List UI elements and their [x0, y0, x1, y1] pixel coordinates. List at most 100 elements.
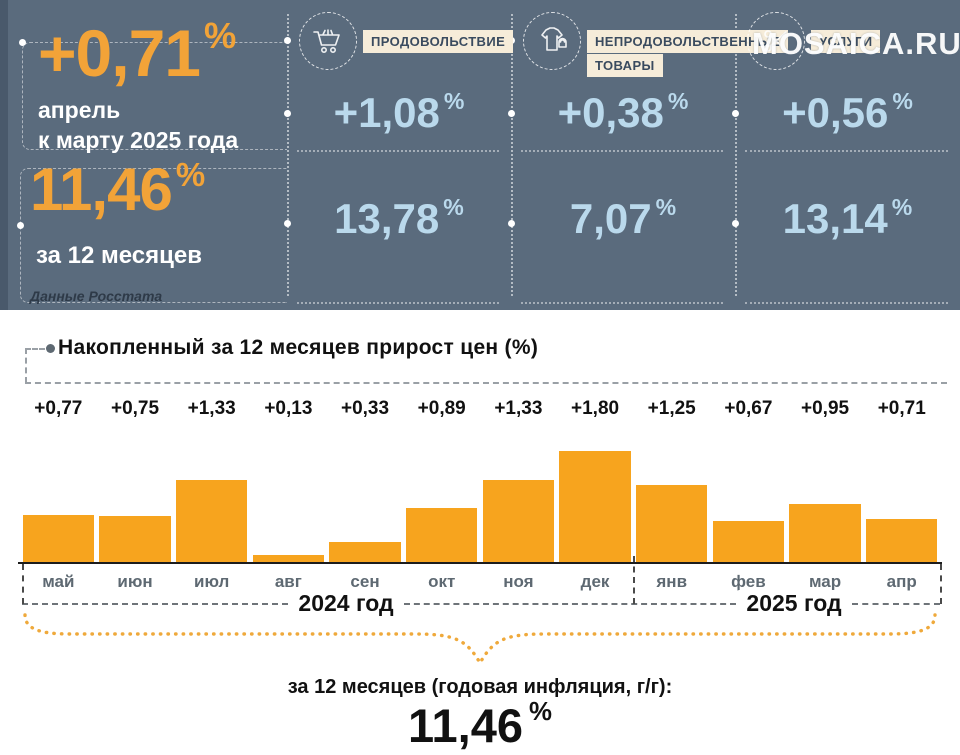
- dash-dot: [284, 110, 291, 117]
- bar: [405, 507, 478, 563]
- chart-title: Накопленный за 12 месяцев прирост цен (%…: [58, 336, 539, 359]
- dash-dot: [508, 220, 515, 227]
- dashed-underline: [297, 150, 499, 152]
- dash-dot: [17, 222, 24, 229]
- dash-dot: [732, 110, 739, 117]
- annual-inflation-value: 11,46%: [30, 158, 205, 220]
- category-month-value: +0,38%: [557, 88, 689, 136]
- category-month-value: +0,56%: [782, 88, 913, 136]
- annual-inflation-total: 11,46%: [407, 698, 552, 752]
- month-inflation-value: +0,71%: [38, 17, 236, 86]
- year-dash-line: [852, 603, 940, 605]
- data-source-note: Данные Росстата: [30, 288, 163, 304]
- bar-value-label: +1,80: [571, 398, 620, 419]
- bar: [865, 518, 938, 563]
- bar-value-label: +0,75: [110, 398, 160, 419]
- month-label: фев: [731, 572, 766, 591]
- bar-value-label: +0,89: [417, 398, 466, 419]
- x-axis: [18, 562, 942, 564]
- year-divider-tick: [633, 556, 635, 604]
- month-inflation-number: +0,71: [38, 16, 201, 90]
- month-label: ноя: [503, 572, 534, 591]
- category-badge: ПРОДОВОЛЬСТВИЕ: [363, 30, 514, 54]
- dashed-underline: [521, 302, 723, 304]
- month-labels: май июн июл авг сен окт ноя дек янв фев мар апр: [20, 572, 940, 592]
- year-dash-line: [22, 603, 288, 605]
- dash-dot: [508, 110, 515, 117]
- bar: [635, 485, 708, 563]
- bar-value-label: +0,67: [724, 398, 773, 419]
- category-month-value: +1,08%: [333, 88, 465, 136]
- bar: [22, 515, 95, 563]
- bar: [175, 480, 248, 563]
- dash-dot: [284, 37, 291, 44]
- dashed-underline: [745, 150, 948, 152]
- title-dash: [25, 348, 27, 383]
- dashed-underline: [521, 150, 723, 152]
- dash-dot: [19, 39, 26, 46]
- bar: [329, 542, 401, 563]
- percent-sign: %: [892, 88, 913, 114]
- bar: [99, 516, 171, 563]
- bar-value-label: +0,95: [801, 398, 850, 419]
- title-dash: [25, 348, 45, 350]
- column-separator: [735, 14, 737, 296]
- category-badge: УСЛУГИ: [811, 30, 881, 54]
- dashed-underline: [297, 302, 499, 304]
- left-accent-strip: [0, 0, 8, 310]
- month-label: дек: [580, 572, 610, 591]
- bar-value-label: +1,33: [187, 398, 236, 419]
- year-dash-line: [404, 603, 736, 605]
- annual-inflation-number: 11,46: [30, 156, 173, 223]
- column-separator: [287, 14, 289, 296]
- annual-inflation-label: за 12 месяцев: [36, 242, 202, 269]
- annual-inflation-caption: за 12 месяцев (годовая инфляция, г/г):: [287, 676, 673, 698]
- bar-value-label: +1,33: [494, 398, 543, 419]
- chart-section: Накопленный за 12 месяцев прирост цен (%…: [0, 310, 960, 755]
- month-label: янв: [656, 572, 688, 591]
- month-label: авг: [274, 572, 302, 591]
- bar-value-label: +0,13: [264, 398, 313, 419]
- percent-sign: %: [443, 194, 464, 220]
- title-dash: [25, 382, 947, 384]
- scissors-icon: [747, 12, 805, 70]
- category-column-nonfood: НЕПРОДОВОЛЬСТВЕННЫЕ ТОВАРЫ +0,38% 7,07%: [511, 0, 789, 310]
- percent-sign: %: [443, 88, 465, 114]
- bar-plot: [20, 433, 940, 563]
- month-label: июл: [194, 572, 230, 591]
- bar: [252, 554, 325, 563]
- curly-brace: [23, 613, 937, 667]
- category-badge: НЕПРОДОВОЛЬСТВЕННЫЕ ТОВАРЫ: [587, 30, 789, 78]
- dash-dot: [732, 220, 739, 227]
- annual-dash-frame: [20, 168, 287, 303]
- period-dash-frame: [22, 42, 287, 150]
- site-watermark: MOSAICA.RU: [752, 26, 960, 61]
- bar: [712, 521, 785, 563]
- month-label: апр: [886, 572, 917, 591]
- percent-sign: %: [891, 194, 913, 220]
- year-label-2025: 2025 год: [738, 590, 850, 617]
- header-panel: +0,71% апрель к марту 2025 года 11,46% з…: [0, 0, 960, 310]
- year-tick: [940, 564, 942, 604]
- bar: [559, 451, 631, 563]
- category-year-value: 13,78%: [334, 194, 464, 242]
- percent-sign: %: [667, 88, 689, 114]
- category-year-value: 13,14%: [782, 194, 913, 242]
- percent-sign: %: [655, 194, 677, 220]
- month-label: окт: [428, 572, 456, 591]
- month-label: май: [42, 572, 75, 591]
- clothes-icon: [523, 12, 581, 70]
- category-year-value: 7,07%: [569, 194, 677, 242]
- bar: [789, 503, 861, 563]
- cart-icon: [299, 12, 357, 70]
- percent-sign: %: [204, 15, 237, 56]
- month-label: мар: [808, 572, 842, 591]
- month-label: июн: [117, 572, 153, 591]
- bar-value-label: +0,71: [877, 398, 926, 419]
- bar-value-label: +1,25: [647, 398, 696, 419]
- dashed-underline: [745, 302, 948, 304]
- bar: [482, 480, 555, 563]
- title-bullet: [46, 344, 55, 353]
- month-inflation-label: апрель к марту 2025 года: [38, 97, 239, 153]
